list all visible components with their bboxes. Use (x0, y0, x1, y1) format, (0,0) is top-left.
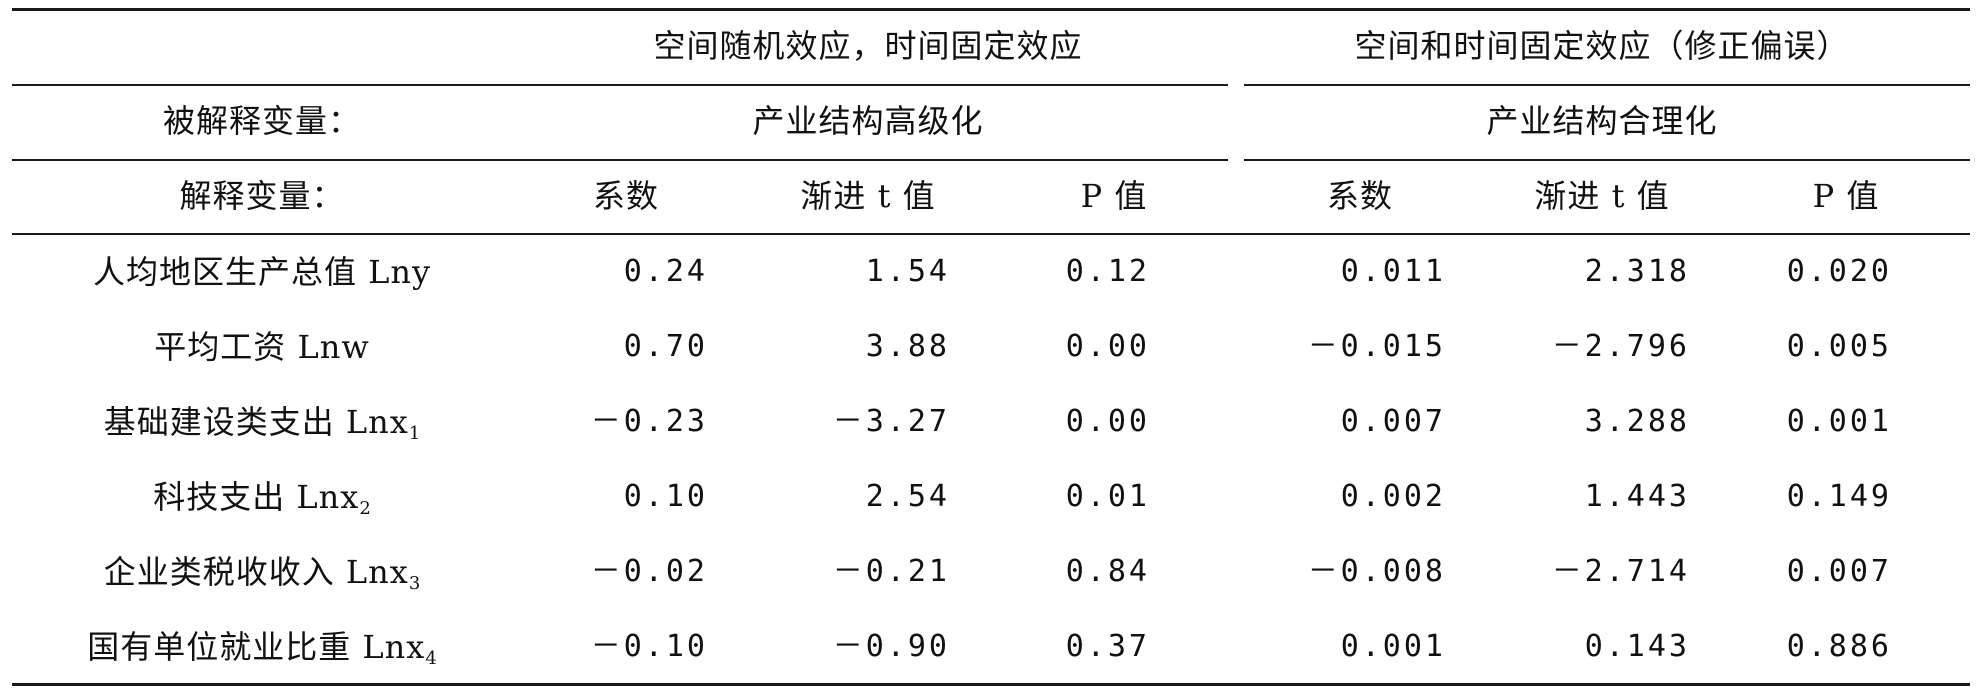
right-p-value: 0.020 (1786, 254, 1892, 289)
right-coef: 0.011 (1340, 254, 1446, 289)
col-coef-left: 系数 (592, 177, 660, 215)
variable-name: 平均工资 Lnw (154, 328, 370, 366)
left-t-value: －3.27 (832, 404, 950, 439)
col-p-left: P 值 (1080, 177, 1148, 215)
left-coef: 0.70 (623, 329, 708, 364)
right-t-value: 0.143 (1584, 629, 1690, 664)
col-t-left: 渐进 t 值 (800, 177, 936, 215)
col-coef-right: 系数 (1326, 177, 1394, 215)
variable-name: 科技支出 Lnx2 (153, 478, 371, 519)
left-coef: －0.10 (590, 629, 708, 664)
right-t-value: 1.443 (1584, 479, 1690, 514)
right-coef: 0.007 (1340, 404, 1446, 439)
group-right-rule-2 (1244, 159, 1970, 161)
right-t-value: －2.714 (1551, 554, 1690, 589)
col-p-right: P 值 (1812, 177, 1880, 215)
left-p-value: 0.84 (1065, 554, 1150, 589)
left-p-value: 0.00 (1065, 329, 1150, 364)
explanatory-variable-label: 解释变量： (179, 177, 345, 215)
group-left-rule-1 (12, 84, 1228, 86)
bottom-rule (12, 683, 1970, 686)
left-t-value: －0.21 (832, 554, 950, 589)
variable-name: 国有单位就业比重 Lnx4 (87, 628, 437, 669)
top-rule (12, 8, 1970, 11)
variable-name: 企业类税收收入 Lnx3 (103, 553, 421, 594)
left-p-value: 0.00 (1065, 404, 1150, 439)
dependent-variable-left: 产业结构高级化 (752, 102, 984, 140)
dependent-variable-label: 被解释变量： (162, 102, 362, 140)
right-p-value: 0.007 (1786, 554, 1892, 589)
dependent-variable-right: 产业结构合理化 (1486, 102, 1718, 140)
right-t-value: 3.288 (1584, 404, 1690, 439)
left-coef: －0.02 (590, 554, 708, 589)
group-right-rule-1 (1244, 84, 1970, 86)
col-t-right: 渐进 t 值 (1534, 177, 1670, 215)
left-t-value: 3.88 (865, 329, 950, 364)
right-t-value: －2.796 (1551, 329, 1690, 364)
left-t-value: 1.54 (865, 254, 950, 289)
right-p-value: 0.005 (1786, 329, 1892, 364)
left-coef: －0.23 (590, 404, 708, 439)
group-header-left: 空间随机效应，时间固定效应 (653, 27, 1083, 65)
group-header-right: 空间和时间固定效应（修正偏误） (1354, 27, 1850, 65)
right-p-value: 0.886 (1786, 629, 1892, 664)
left-coef: 0.24 (623, 254, 708, 289)
right-coef: －0.008 (1307, 554, 1446, 589)
variable-name: 人均地区生产总值 Lny (92, 253, 432, 291)
right-coef: 0.001 (1340, 629, 1446, 664)
right-p-value: 0.001 (1786, 404, 1892, 439)
left-p-value: 0.12 (1065, 254, 1150, 289)
right-coef: 0.002 (1340, 479, 1446, 514)
right-p-value: 0.149 (1786, 479, 1892, 514)
left-p-value: 0.01 (1065, 479, 1150, 514)
left-coef: 0.10 (623, 479, 708, 514)
group-left-rule-2 (12, 159, 1228, 161)
left-t-value: －0.90 (832, 629, 950, 664)
header-bottom-rule (12, 233, 1970, 235)
right-coef: －0.015 (1307, 329, 1446, 364)
right-t-value: 2.318 (1584, 254, 1690, 289)
left-p-value: 0.37 (1065, 629, 1150, 664)
left-t-value: 2.54 (865, 479, 950, 514)
variable-name: 基础建设类支出 Lnx1 (103, 403, 421, 444)
